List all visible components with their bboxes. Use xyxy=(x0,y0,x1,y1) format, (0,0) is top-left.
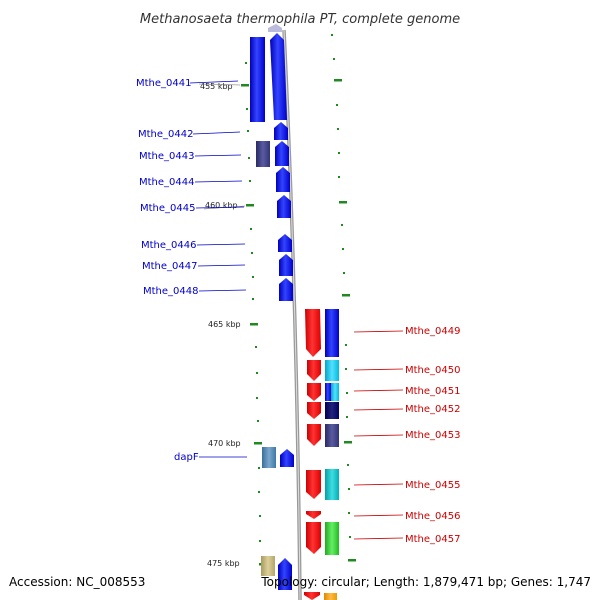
label-mthe-0449[interactable]: Mthe_0449 xyxy=(405,326,461,337)
gene-bottom-fwd[interactable] xyxy=(278,558,292,590)
label-mthe-0442[interactable]: Mthe_0442 xyxy=(138,129,194,140)
kbp-label-465: 465 kbp xyxy=(208,320,241,329)
gene-mthe-0443-fwd[interactable] xyxy=(275,141,289,166)
right-leader-lines xyxy=(353,330,404,540)
gene-mthe-0451[interactable] xyxy=(331,383,339,401)
gene-mthe-0441-outer[interactable] xyxy=(250,37,265,122)
kbp-label-470: 470 kbp xyxy=(208,439,241,448)
label-mthe-0448[interactable]: Mthe_0448 xyxy=(143,286,199,297)
gene-bottom-rev[interactable] xyxy=(304,592,320,600)
gene-mthe-0457-rev[interactable] xyxy=(306,522,321,554)
topology-text: Topology: circular; Length: 1,879,471 bp… xyxy=(260,575,591,589)
gene-mthe-0453[interactable] xyxy=(325,424,339,447)
genome-backbone-highlight xyxy=(283,29,301,600)
label-mthe-0444[interactable]: Mthe_0444 xyxy=(139,177,195,188)
gene-mthe-0449[interactable] xyxy=(325,309,339,357)
label-mthe-0451[interactable]: Mthe_0451 xyxy=(405,386,461,397)
label-mthe-0450[interactable]: Mthe_0450 xyxy=(405,365,461,376)
gene-mthe-0443[interactable] xyxy=(256,141,270,167)
left-gene-labels: Mthe_0441 Mthe_0442 Mthe_0443 Mthe_0444 … xyxy=(136,78,199,463)
kbp-label-455: 455 kbp xyxy=(200,82,233,91)
label-mthe-0447[interactable]: Mthe_0447 xyxy=(142,261,198,272)
gene-mthe-0451-rev[interactable] xyxy=(307,383,321,401)
right-ticks xyxy=(331,34,351,538)
kbp-label-460: 460 kbp xyxy=(205,201,238,210)
gene-mthe-0457[interactable] xyxy=(325,522,339,555)
label-dapF[interactable]: dapF xyxy=(174,452,199,463)
gene-bottom-khaki[interactable] xyxy=(261,556,275,576)
right-gene-labels: Mthe_0449 Mthe_0450 Mthe_0451 Mthe_0452 … xyxy=(405,326,461,545)
label-mthe-0452[interactable]: Mthe_0452 xyxy=(405,404,461,415)
map-title: Methanosaeta thermophila PT, complete ge… xyxy=(140,12,460,27)
left-leader-lines xyxy=(189,80,247,458)
gene-mthe-0452[interactable] xyxy=(325,402,339,419)
label-mthe-0446[interactable]: Mthe_0446 xyxy=(141,240,197,251)
label-mthe-0441[interactable]: Mthe_0441 xyxy=(136,78,192,89)
gene-mthe-0450-rev[interactable] xyxy=(307,360,321,381)
kbp-label-475: 475 kbp xyxy=(207,559,240,568)
left-ticks xyxy=(245,62,261,542)
label-mthe-0453[interactable]: Mthe_0453 xyxy=(405,430,461,441)
label-mthe-0445[interactable]: Mthe_0445 xyxy=(140,203,196,214)
reverse-genes xyxy=(304,309,321,600)
gene-bottom-orange[interactable] xyxy=(324,593,337,600)
forward-genes xyxy=(268,24,294,590)
gene-dapF-fwd[interactable] xyxy=(280,449,294,467)
gene-mthe-0455[interactable] xyxy=(325,469,339,500)
gene-mthe-0446[interactable] xyxy=(278,234,292,252)
gene-top-partial[interactable] xyxy=(268,24,282,32)
label-mthe-0457[interactable]: Mthe_0457 xyxy=(405,534,461,545)
gene-mthe-0451-a[interactable] xyxy=(325,383,331,401)
accession-text: Accession: NC_008553 xyxy=(9,575,145,589)
label-mthe-0455[interactable]: Mthe_0455 xyxy=(405,480,461,491)
gene-mthe-0448[interactable] xyxy=(279,278,293,301)
gene-mthe-0447[interactable] xyxy=(279,254,293,276)
label-mthe-0443[interactable]: Mthe_0443 xyxy=(139,151,195,162)
gene-mthe-0441[interactable] xyxy=(270,33,287,120)
gene-dapF[interactable] xyxy=(262,447,276,468)
gene-mthe-0442[interactable] xyxy=(274,122,288,140)
gene-mthe-0445[interactable] xyxy=(277,195,291,218)
label-mthe-0456[interactable]: Mthe_0456 xyxy=(405,511,461,522)
gene-mthe-0456-rev[interactable] xyxy=(306,511,321,519)
outer-left-genes xyxy=(250,37,276,576)
gene-mthe-0455-rev[interactable] xyxy=(306,470,321,499)
gene-mthe-0444[interactable] xyxy=(276,167,290,192)
gene-mthe-0453-rev[interactable] xyxy=(307,424,321,446)
outer-right-genes xyxy=(324,309,339,600)
right-major-ticks xyxy=(334,79,356,562)
gene-mthe-0449-rev[interactable] xyxy=(305,309,321,357)
gene-mthe-0452-rev[interactable] xyxy=(307,402,321,419)
gene-mthe-0450[interactable] xyxy=(325,360,339,381)
